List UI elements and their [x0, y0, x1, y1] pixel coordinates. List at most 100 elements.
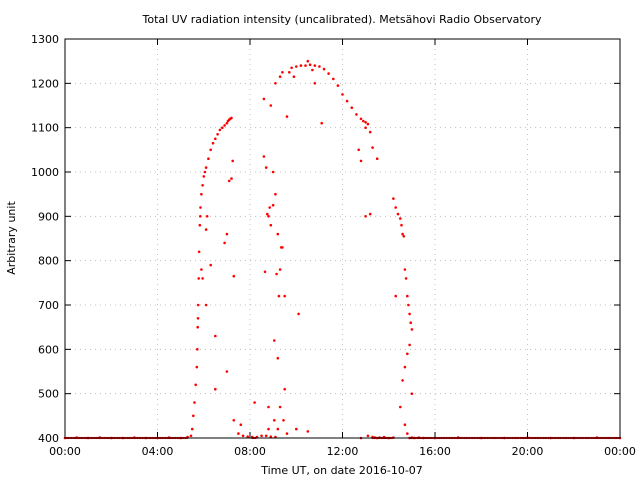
x-tick-label: 00:00	[604, 445, 636, 458]
data-point	[199, 206, 202, 209]
data-point	[267, 215, 270, 218]
data-point	[267, 427, 270, 431]
x-tick-label: 00:00	[49, 445, 81, 458]
data-point	[225, 370, 229, 373]
y-tick-label: 500	[38, 388, 59, 401]
data-point	[400, 223, 403, 227]
data-point	[403, 423, 407, 427]
data-point	[404, 277, 408, 280]
data-point	[221, 126, 224, 129]
data-point	[262, 97, 266, 101]
data-point	[306, 430, 310, 433]
data-point	[269, 104, 273, 107]
data-point	[332, 77, 335, 81]
data-point	[318, 65, 321, 68]
data-point	[203, 170, 207, 174]
data-point	[341, 93, 344, 96]
data-point	[209, 148, 212, 152]
data-point	[267, 405, 270, 409]
y-tick-label: 1200	[31, 77, 59, 90]
data-point	[262, 155, 266, 158]
data-point	[399, 217, 402, 220]
data-point	[295, 65, 298, 68]
data-point	[202, 175, 206, 178]
data-point	[364, 126, 367, 129]
data-point	[366, 122, 370, 126]
data-point	[368, 212, 372, 216]
data-point	[273, 339, 276, 342]
x-tick-label: 16:00	[419, 445, 451, 458]
data-point	[278, 268, 282, 271]
data-point	[336, 84, 340, 87]
data-point	[216, 133, 219, 136]
data-point	[230, 177, 233, 180]
data-point	[285, 432, 289, 435]
data-point	[200, 268, 203, 271]
data-point	[279, 246, 283, 249]
data-point	[403, 365, 407, 369]
data-point	[190, 427, 194, 431]
data-point	[375, 157, 379, 160]
data-point	[195, 365, 199, 369]
axis-ticks: 400 500 600 700 800 900 1000 1100 1200 1300 00:00 0…	[31, 33, 636, 458]
data-point	[311, 68, 314, 72]
data-point	[345, 99, 349, 103]
data-point	[192, 414, 195, 418]
data-point	[281, 71, 284, 74]
data-point	[304, 64, 307, 67]
data-point	[225, 121, 229, 125]
data-point	[193, 401, 196, 404]
data-point	[368, 130, 372, 134]
data-point	[227, 179, 231, 183]
data-point	[239, 423, 243, 427]
plot-frame	[64, 38, 621, 439]
data-point	[264, 434, 268, 438]
data-point	[278, 405, 282, 409]
data-point	[407, 303, 410, 307]
data-point	[199, 215, 202, 218]
data-point	[394, 294, 398, 298]
data-point	[271, 203, 275, 207]
data-point	[396, 212, 400, 216]
data-point	[269, 435, 273, 439]
data-point	[264, 166, 268, 169]
data-point	[277, 294, 281, 298]
data-point	[362, 119, 365, 123]
data-point	[223, 124, 226, 127]
data-point	[237, 432, 240, 435]
data-points	[63, 59, 622, 440]
data-point	[357, 148, 361, 152]
data-point	[197, 250, 201, 254]
data-point	[274, 192, 277, 196]
data-point	[285, 115, 289, 118]
x-tick-label: 12:00	[327, 445, 359, 458]
data-point	[290, 66, 293, 70]
data-point	[253, 401, 256, 404]
data-point	[410, 328, 414, 331]
data-point	[402, 235, 406, 238]
data-point	[308, 63, 312, 66]
data-point	[201, 277, 204, 280]
x-axis-label: Time UT, on date 2016-10-07	[260, 464, 423, 477]
y-tick-label: 1000	[31, 166, 59, 179]
data-point	[268, 206, 272, 209]
data-point	[207, 157, 210, 160]
data-point	[283, 294, 287, 298]
y-tick-label: 1300	[31, 33, 59, 46]
chart-title: Total UV radiation intensity (uncalibrat…	[142, 13, 542, 26]
data-point	[406, 294, 409, 298]
data-point	[297, 312, 300, 316]
data-point	[371, 146, 374, 149]
data-point	[204, 303, 208, 307]
x-tick-label: 20:00	[512, 445, 544, 458]
data-point	[196, 348, 199, 351]
data-point	[408, 312, 411, 316]
data-point	[246, 435, 249, 439]
data-point	[408, 343, 411, 347]
data-point	[306, 59, 310, 63]
data-point	[189, 434, 193, 438]
data-point	[273, 419, 276, 422]
data-point	[214, 387, 217, 391]
data-point	[313, 64, 317, 67]
